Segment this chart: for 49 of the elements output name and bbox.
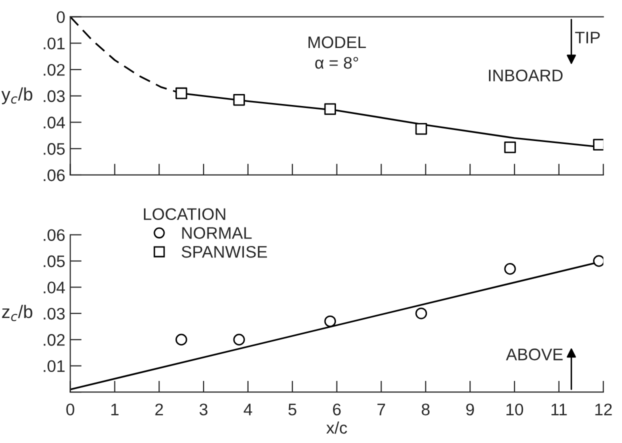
point bbox=[233, 94, 245, 106]
y-axis-title: z$_{c}$/b bbox=[2, 304, 32, 322]
point bbox=[504, 141, 516, 154]
annotation: TIP bbox=[575, 32, 600, 44]
y-tick-label: .03 bbox=[44, 308, 65, 320]
point bbox=[415, 308, 428, 320]
point bbox=[324, 315, 336, 328]
x-tick-label: 1 bbox=[111, 404, 119, 416]
y-tick-label: .04 bbox=[44, 282, 65, 294]
x-tick-label: 8 bbox=[422, 404, 430, 416]
y-tick-label: .01 bbox=[44, 360, 65, 372]
y-tick-label: .06 bbox=[44, 169, 65, 182]
point bbox=[593, 138, 604, 151]
y-tick-label: .04 bbox=[44, 116, 65, 128]
point bbox=[504, 263, 516, 275]
legend-title: LOCATION bbox=[144, 208, 226, 220]
x-axis-title: x/c bbox=[326, 421, 348, 434]
x-tick-label: 2 bbox=[155, 404, 163, 416]
x-tick-label: 7 bbox=[377, 404, 386, 416]
point bbox=[324, 103, 336, 115]
y-tick-label: .01 bbox=[44, 38, 65, 50]
legend-label: SPANWISE bbox=[182, 246, 267, 258]
y-tick-label: .05 bbox=[44, 255, 65, 268]
point bbox=[415, 123, 428, 135]
x-tick-label: 3 bbox=[200, 404, 208, 416]
annotation: INBOARD bbox=[488, 70, 563, 82]
y-tick-label: .06 bbox=[44, 229, 65, 241]
x-tick-label: 10 bbox=[506, 404, 524, 416]
point bbox=[175, 334, 188, 346]
x-tick-label: 12 bbox=[595, 404, 612, 416]
x-tick-label: 11 bbox=[552, 404, 567, 416]
text: NORMAL bbox=[182, 227, 252, 239]
y-axis-title: y$_{c}$/b bbox=[1, 87, 32, 104]
y-tick-label: .02 bbox=[44, 334, 65, 346]
x-tick-label: 5 bbox=[288, 404, 296, 416]
y-tick-label: .03 bbox=[44, 90, 65, 102]
x-tick-label: 4 bbox=[244, 404, 252, 416]
point bbox=[175, 87, 188, 100]
x-tick-label: 6 bbox=[333, 404, 341, 416]
annotation: α = 8° bbox=[315, 56, 358, 69]
y-tick-label: 0 bbox=[56, 11, 65, 24]
point bbox=[593, 255, 604, 267]
point bbox=[233, 334, 245, 346]
x-tick-label: 9 bbox=[466, 404, 474, 416]
y-tick-label: .05 bbox=[44, 143, 65, 155]
x-tick-label: 0 bbox=[66, 404, 74, 416]
annotation: MODEL bbox=[308, 36, 366, 48]
annotation: ABOVE bbox=[506, 348, 563, 360]
y-tick-label: .02 bbox=[44, 64, 65, 76]
